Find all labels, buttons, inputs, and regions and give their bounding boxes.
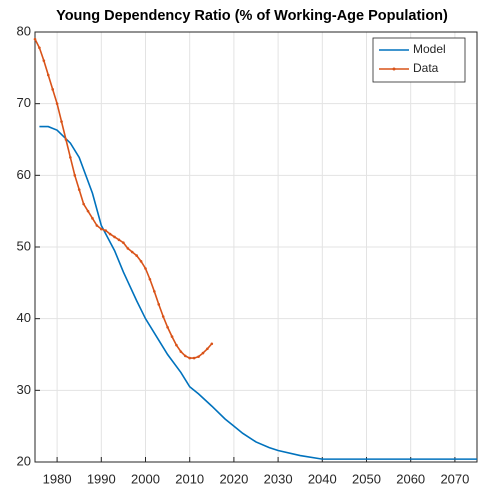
data-point [117, 238, 121, 242]
data-point [113, 235, 116, 239]
data-point [69, 156, 72, 159]
data-point [170, 335, 174, 338]
x-tick-label: 2060 [396, 471, 425, 486]
x-tick-label: 2070 [440, 471, 469, 486]
data-point [210, 342, 214, 346]
data-point [135, 254, 138, 257]
legend-label: Data [413, 61, 439, 75]
data-point [91, 217, 94, 220]
data-point [100, 227, 103, 231]
y-tick-label: 30 [17, 382, 31, 397]
x-tick-label: 2020 [219, 471, 248, 486]
y-tick-label: 40 [17, 310, 31, 325]
data-point [175, 343, 178, 347]
series-line [39, 125, 477, 460]
x-tick-label: 2050 [352, 471, 381, 486]
data-point [104, 229, 108, 232]
y-tick-label: 50 [17, 238, 31, 253]
data-point [86, 209, 90, 213]
y-tick-label: 20 [17, 453, 31, 468]
legend-marker [392, 67, 396, 71]
plot-frame [34, 31, 478, 463]
x-tick-label: 1990 [87, 471, 116, 486]
y-tick-label: 80 [17, 23, 31, 38]
data-point [82, 202, 85, 206]
data-point [60, 120, 63, 123]
data-point [148, 277, 152, 281]
data-point [73, 174, 77, 177]
data-point [153, 290, 156, 293]
data-point [166, 325, 169, 329]
data-point [55, 102, 59, 105]
data-point [144, 267, 147, 270]
data-point [157, 303, 161, 306]
data-point [183, 354, 187, 358]
data-point [38, 46, 41, 50]
chart-title: Young Dependency Ratio (% of Working-Age… [56, 8, 448, 24]
data-point [42, 59, 46, 62]
data-point [179, 350, 183, 353]
data-point [206, 347, 209, 351]
data-point [197, 355, 200, 358]
legend-box [372, 37, 466, 83]
data-point [130, 250, 134, 254]
y-tick-label: 60 [17, 167, 31, 182]
x-tick-label: 2010 [175, 471, 204, 486]
data-point [46, 73, 50, 77]
data-point [161, 315, 165, 318]
x-tick-label: 1980 [43, 471, 72, 486]
data-point [77, 188, 81, 191]
x-tick-label: 2040 [308, 471, 337, 486]
y-tick-label: 70 [17, 95, 31, 110]
data-point [95, 224, 99, 227]
data-point [192, 356, 196, 360]
x-tick-label: 2030 [264, 471, 293, 486]
data-point [64, 138, 68, 141]
data-point [188, 356, 191, 360]
data-point [108, 232, 112, 236]
data-point [122, 241, 125, 244]
data-point [51, 88, 54, 91]
data-point [126, 247, 130, 250]
legend-label: Model [413, 42, 446, 56]
data-point [139, 260, 143, 263]
x-tick-label: 2000 [131, 471, 160, 486]
data-point [33, 37, 37, 41]
data-point [201, 351, 205, 355]
